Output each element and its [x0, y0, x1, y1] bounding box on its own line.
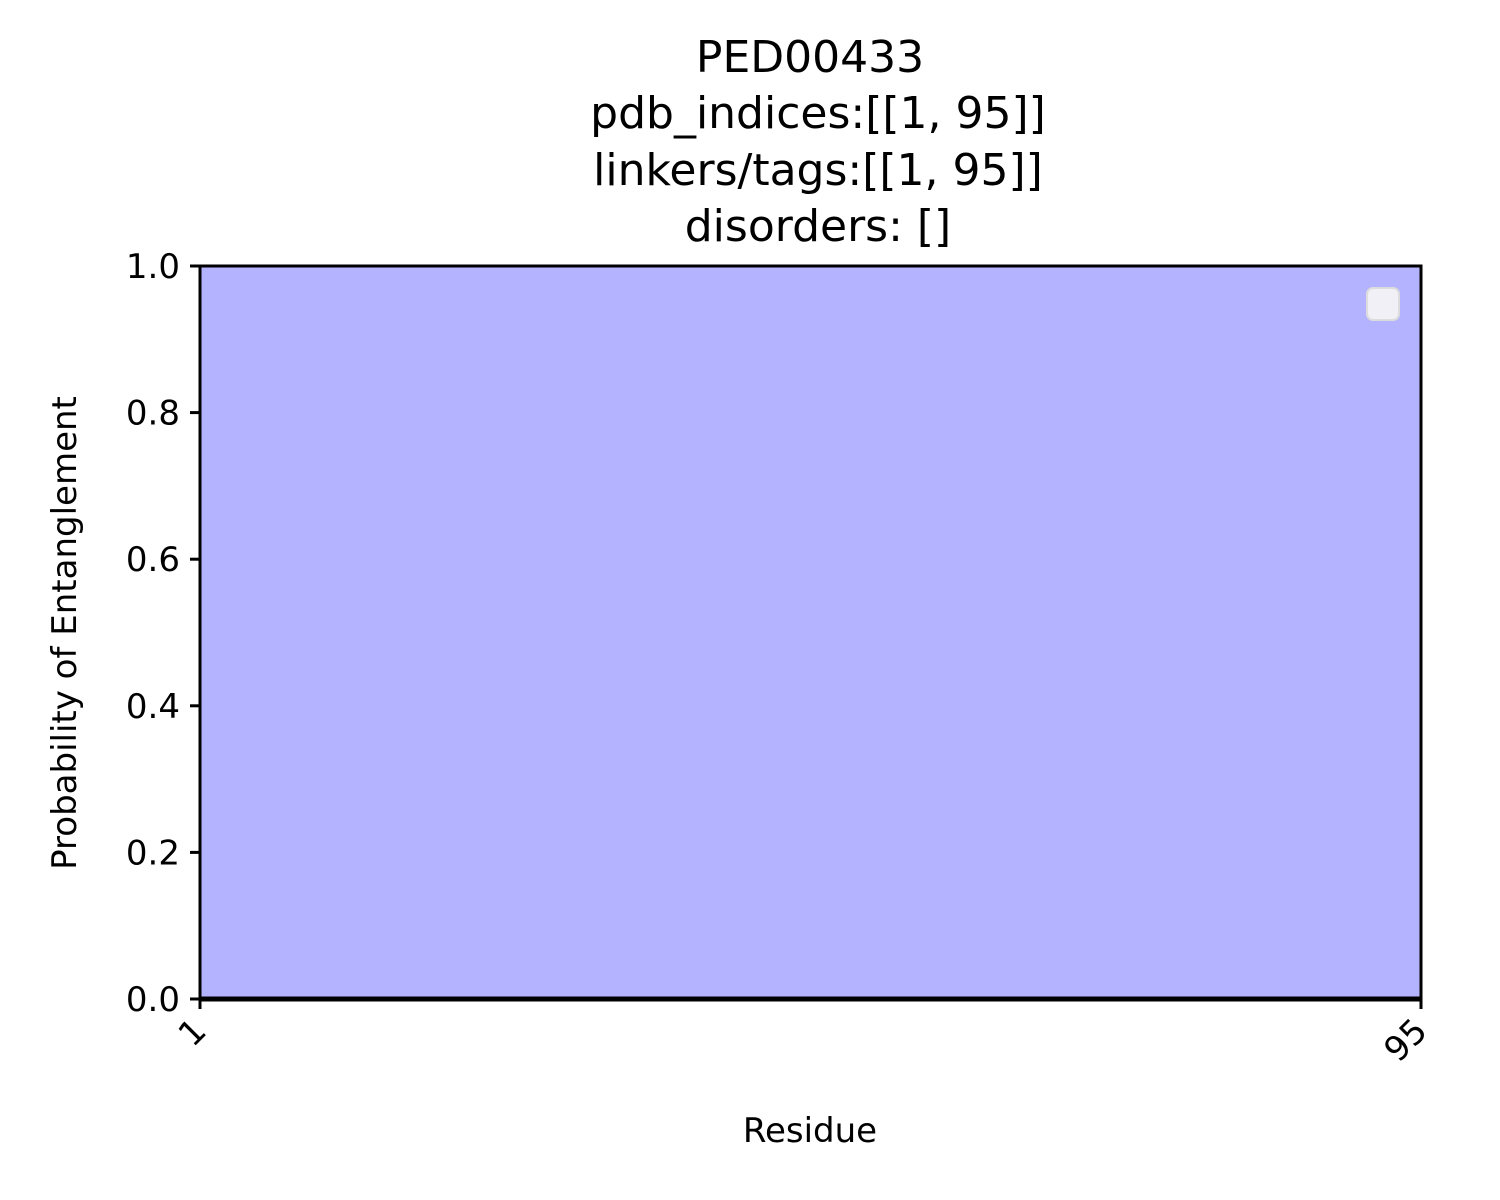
- title-line-2: pdb_indices:[[1, 95]]: [590, 88, 1046, 139]
- x-axis-label: Residue: [743, 1111, 877, 1151]
- legend-box: [1366, 287, 1400, 321]
- y-tick-label: 0.2: [126, 833, 180, 873]
- plot-frame: [198, 264, 1423, 1001]
- title-line-1: PED00433: [696, 32, 924, 83]
- y-tick-label: 0.0: [126, 980, 180, 1020]
- y-tick-label: 0.6: [126, 540, 180, 580]
- y-tick-label: 0.8: [126, 394, 180, 434]
- shaded-region-1: [200, 266, 1421, 999]
- title-line-4: disorders: []: [685, 201, 951, 252]
- y-tick-label: 1.0: [126, 247, 180, 287]
- y-axis: 0.0 0.2 0.4 0.6 0.8 1.0: [126, 247, 200, 1020]
- y-axis-label: Probability of Entanglement: [45, 396, 85, 870]
- y-tick-label: 0.4: [126, 687, 180, 727]
- x-tick-label: 95: [1376, 1011, 1435, 1070]
- shaded-regions: [200, 266, 1421, 999]
- chart-title: PED00433 pdb_indices:[[1, 95]] linkers/t…: [590, 32, 1046, 252]
- title-line-3: linkers/tags:[[1, 95]]: [593, 145, 1043, 196]
- x-axis: 1 95: [171, 999, 1435, 1070]
